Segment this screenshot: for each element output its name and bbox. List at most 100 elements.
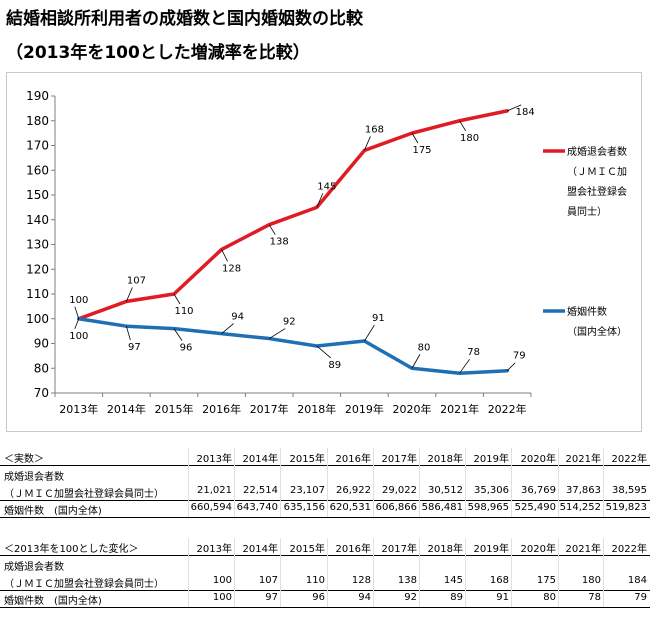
- table-header-row: ＜2013年を100とした変化＞ 2013年 2014年 2015年 2016年 2017…: [0, 538, 650, 555]
- table-year-header: 2022年: [611, 544, 647, 555]
- data-label: 107: [127, 275, 146, 286]
- data-label-leader: [221, 323, 234, 334]
- table-column-divider: [327, 448, 328, 517]
- table-column-divider: [188, 448, 189, 517]
- table-rule: [0, 590, 650, 591]
- x-tick-label: 2017年: [250, 402, 289, 416]
- table-column-divider: [419, 538, 420, 607]
- table-column-divider: [465, 448, 466, 517]
- data-label: 100: [69, 331, 88, 342]
- table-cell: 620,531: [329, 502, 371, 513]
- x-tick-label: 2014年: [107, 402, 146, 416]
- data-label-leader: [126, 326, 131, 341]
- data-label-leader: [74, 306, 80, 319]
- y-tick-label: 190: [26, 89, 49, 103]
- table-column-divider: [234, 448, 235, 517]
- table-cell: 525,490: [514, 502, 556, 513]
- table-cell: 107: [258, 575, 278, 586]
- table-column-divider: [603, 448, 604, 517]
- y-tick-label: 180: [26, 114, 49, 128]
- table-header-label: ＜実数＞: [4, 454, 44, 465]
- data-label-leader: [364, 324, 375, 342]
- data-label-leader: [411, 354, 421, 369]
- legend-sublabel: 員同士）: [567, 205, 607, 218]
- data-label-leader: [268, 224, 276, 235]
- table-row-label: 成婚退会者数: [4, 472, 64, 483]
- table-column-divider: [558, 448, 559, 517]
- table-row: 婚姻件数 (国内全体) 100 97 96 94 92 89 91 80 78 79: [0, 590, 650, 607]
- table-row: （ＪＭＩＣ加盟会社登録会員同士） 21,021 22,514 23,107 26,922…: [0, 483, 650, 500]
- data-label-leader: [268, 328, 286, 339]
- table-column-divider: [465, 538, 466, 607]
- table-cell: 38,595: [612, 485, 647, 496]
- table-cell: 100: [212, 575, 232, 586]
- table-rule: [0, 607, 650, 608]
- table-cell: 168: [489, 575, 509, 586]
- table-row-label: （ＪＭＩＣ加盟会社登録会員同士）: [4, 489, 164, 500]
- table-cell: 79: [634, 592, 647, 603]
- table-cell: 21,021: [197, 485, 232, 496]
- y-tick-label: 90: [34, 337, 49, 351]
- table-cell: 80: [543, 592, 556, 603]
- table-row: 成婚退会者数: [0, 466, 650, 483]
- data-label: 96: [180, 343, 193, 354]
- data-label-leader: [459, 120, 466, 131]
- table-column-divider: [188, 538, 189, 607]
- table-column-divider: [280, 448, 281, 517]
- table-row-label: 婚姻件数 (国内全体): [4, 506, 102, 517]
- table-year-header: 2017年: [381, 454, 417, 465]
- data-label-leader: [173, 293, 181, 305]
- y-tick-label: 170: [26, 139, 49, 153]
- data-label-leader: [507, 104, 522, 112]
- table-cell: 586,481: [421, 502, 463, 513]
- table-cell: 519,823: [605, 502, 647, 513]
- table-year-header: 2019年: [473, 544, 509, 555]
- chart-frame: 70 80 90 100 110 120 130 140 150 160 170 180 190 2013…: [6, 72, 642, 432]
- legend-sublabel: （国内全体）: [567, 325, 627, 338]
- table-year-header: 2015年: [289, 454, 325, 465]
- series-line-0: [77, 109, 509, 321]
- data-label: 180: [460, 133, 479, 144]
- table-column-divider: [558, 538, 559, 607]
- table-rule: [0, 555, 650, 556]
- table-year-header: 2018年: [427, 544, 463, 555]
- y-tick-label: 150: [26, 188, 49, 202]
- table-column-divider: [280, 538, 281, 607]
- table-header-row: ＜実数＞ 2013年 2014年 2015年 2016年 2017年 2018年 2019年 2…: [0, 448, 650, 465]
- table-row: 成婚退会者数: [0, 556, 650, 573]
- data-label-leader: [316, 345, 332, 359]
- data-label: 97: [128, 342, 141, 353]
- table-year-header: 2017年: [381, 544, 417, 555]
- table-column-divider: [419, 448, 420, 517]
- table-column-divider: [511, 538, 512, 607]
- table-year-header: 2020年: [520, 454, 556, 465]
- table-year-header: 2016年: [335, 544, 371, 555]
- table-rule: [0, 500, 650, 501]
- data-label-leader: [126, 287, 133, 302]
- data-label: 94: [231, 312, 244, 323]
- table-rule: [0, 517, 650, 518]
- x-tick-label: 2019年: [345, 402, 384, 416]
- table-cell: 128: [351, 575, 371, 586]
- table-column-divider: [234, 538, 235, 607]
- y-tick-label: 160: [26, 163, 49, 177]
- x-tick-label: 2022年: [488, 402, 527, 416]
- x-tick-label: 2016年: [202, 402, 241, 416]
- table-year-header: 2021年: [565, 454, 601, 465]
- data-label: 184: [516, 107, 535, 118]
- table-cell: 643,740: [236, 502, 278, 513]
- table-year-header: 2013年: [196, 544, 232, 555]
- table-column-divider: [373, 448, 374, 517]
- data-label-leader: [364, 136, 371, 151]
- y-tick-label: 70: [34, 386, 49, 400]
- table-column-divider: [511, 448, 512, 517]
- table-cell: 96: [312, 592, 325, 603]
- table-year-header: 2020年: [520, 544, 556, 555]
- table-cell: 138: [397, 575, 417, 586]
- table-cell: 184: [627, 575, 647, 586]
- table-cell: 606,866: [375, 502, 417, 513]
- table-cell: 180: [581, 575, 601, 586]
- table-cell: 514,252: [559, 502, 601, 513]
- x-tick-label: 2020年: [393, 402, 432, 416]
- table-cell: 97: [265, 592, 278, 603]
